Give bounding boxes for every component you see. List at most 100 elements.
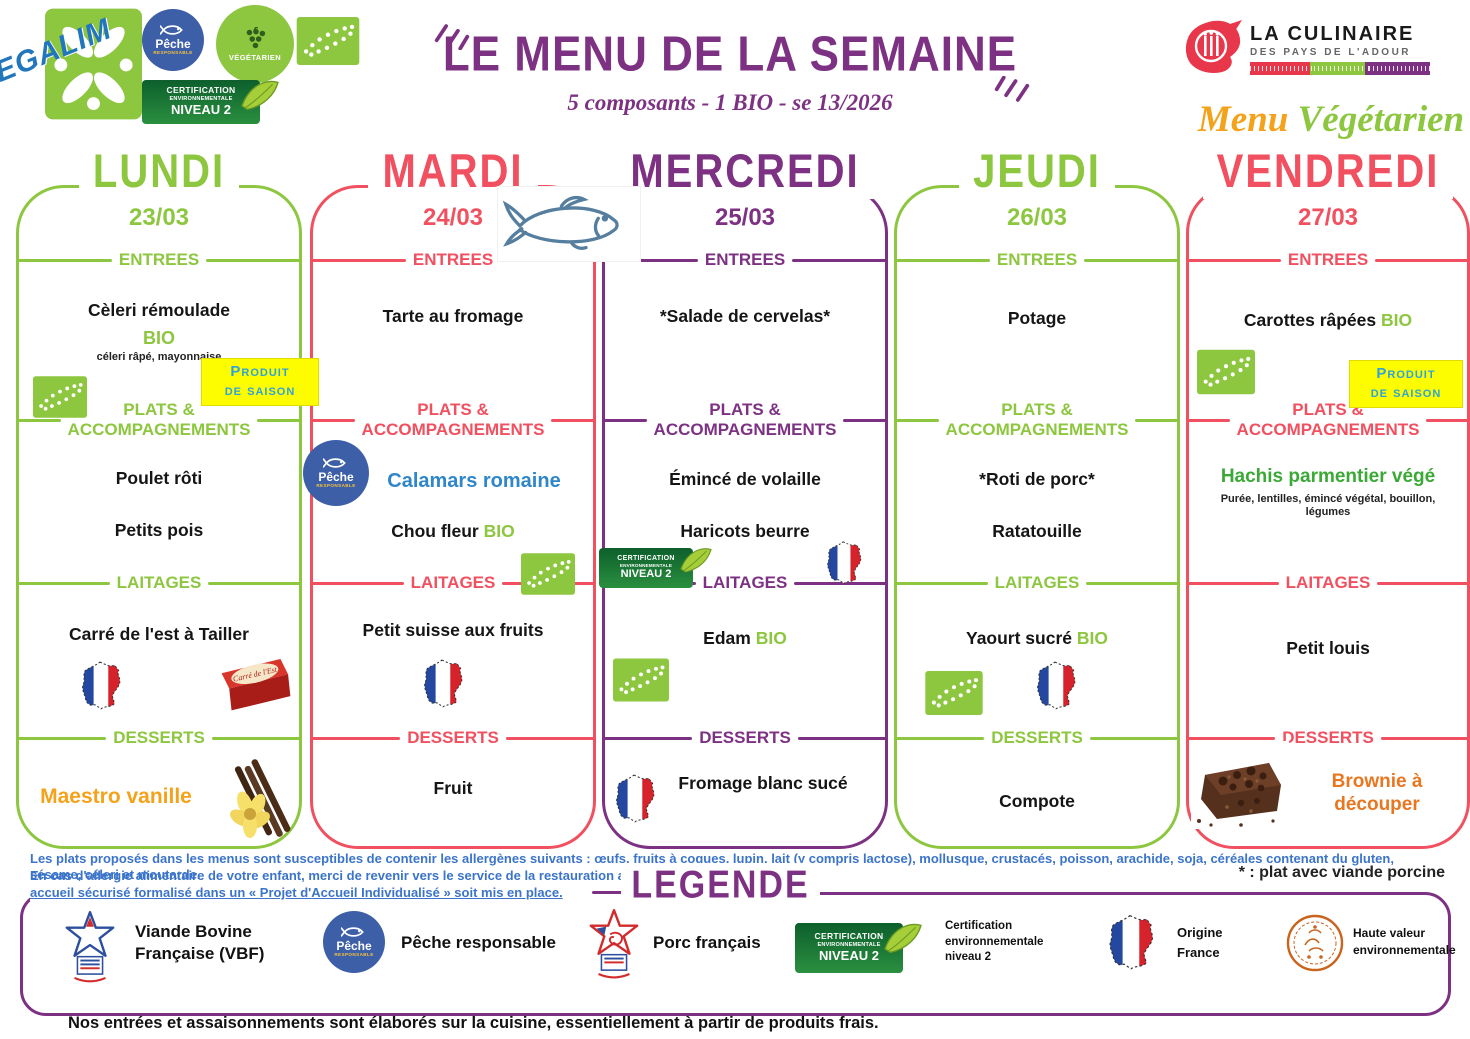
day-title: MERCREDI [605, 145, 885, 200]
section-laitages: LAITAGES [1187, 573, 1469, 593]
allergen-note-line1: Les plats proposés dans les menus sont s… [30, 851, 1394, 883]
bio-eu-leaf-icon [521, 553, 575, 595]
cheese-box-image [213, 652, 293, 718]
day-column-mercredi: MERCREDI 25/03 ENTREES *Salade de cervel… [599, 145, 888, 849]
section-desserts: DESSERTS [311, 728, 596, 748]
page-subtitle: 5 composants - 1 BIO - se 13/2026 [567, 90, 893, 115]
menu-item-plat: Haricots beurre [680, 521, 810, 541]
legend-label-certification: Certification environnementale niveau 2 [945, 920, 1044, 964]
legend-label-origine-france: Origine France [1177, 925, 1223, 960]
legend-label-vbf: Viande Bovine Française (VBF) [135, 922, 265, 964]
day-date: 24/03 [422, 204, 484, 231]
day-column-lundi: LUNDI 23/03 ENTREES Cèleri rémoulade BIO… [16, 145, 319, 849]
menu-item-note: céleri râpé, mayonnaise [96, 351, 222, 363]
day-title: LUNDI [19, 145, 299, 200]
menu-item-entree: Potage [1007, 308, 1067, 328]
menu-item-dessert: Maestro vanille [40, 785, 192, 808]
day-column-jeudi: JEUDI 26/03 ENTREES Potage PLATS & ACCOMP… [894, 145, 1180, 849]
leaf-icon [883, 920, 923, 956]
menu-item-plat: Ratatouille [992, 521, 1082, 541]
origine-france-icon [1033, 660, 1079, 714]
grapes-icon [241, 27, 269, 51]
fish-illustration [497, 186, 641, 262]
section-desserts: DESSERTS [895, 728, 1180, 748]
cert-line3: NIVEAU 2 [171, 101, 231, 117]
day-column-mardi: MARDI 24/03 ENTREES Tarte au fromage PLA… [303, 145, 596, 849]
menu-vegetarien-label: Menu Végétarien [1197, 99, 1465, 140]
brand-color-bar [1250, 62, 1430, 75]
cert-line2: ENVIRONNEMENTALE [169, 96, 233, 103]
peche-logo-subtext: RESPONSABLE [153, 50, 193, 56]
menu-item-laitage: Carré de l'est à Tailler [69, 624, 249, 644]
origine-france-icon [611, 773, 659, 827]
day-date: 23/03 [128, 204, 190, 231]
menu-item-dessert: Brownie à découper [1331, 771, 1423, 815]
fish-icon [323, 456, 349, 470]
menu-item-entree: Cèleri rémoulade [88, 300, 230, 320]
decorative-ticks-left [432, 14, 472, 50]
bottom-note: Nos entrées et assaisonnements sont élab… [68, 1014, 879, 1032]
hve-icon [1285, 913, 1345, 973]
legende-title: LEGENDE [618, 863, 823, 908]
menu-item-laitage: Yaourt sucré BIO [965, 628, 1109, 648]
peche-logo-text: Pêche [155, 37, 191, 52]
section-laitages: LAITAGES [17, 573, 301, 593]
porc-francais-icon [585, 909, 643, 981]
origine-france-icon [77, 660, 125, 714]
la-culinaire-logo-text: LA CULINAIRE DES PAYS DE L'ADOUR [1250, 24, 1430, 75]
bio-eu-leaf-icon [613, 658, 669, 702]
menu-item-laitage: Petit louis [1286, 638, 1370, 658]
decorative-ticks-right [992, 76, 1032, 112]
leaf-icon [240, 77, 280, 113]
eu-organic-icon [296, 17, 360, 65]
day-column-vendredi: VENDREDI 27/03 ENTREES Carottes râpées B… [1186, 145, 1470, 849]
section-desserts: DESSERTS [603, 728, 888, 748]
section-entrees: ENTREES [17, 250, 302, 270]
vbf-icon [61, 911, 119, 983]
bio-eu-leaf-icon [33, 375, 87, 419]
fish-icon [341, 925, 367, 939]
brand-name: LA CULINAIRE [1250, 23, 1415, 45]
peche-responsable-logo: Pêche RESPONSABLE [323, 911, 385, 973]
bio-eu-leaf-icon [925, 671, 983, 715]
section-desserts: DESSERTS [17, 728, 302, 748]
produit-de-saison-badge: Produit de saison [1349, 360, 1463, 408]
section-desserts: DESSERTS [1187, 728, 1470, 748]
certification-niveau2-badge: CERTIFICATION ENVIRONNEMENTALE NIVEAU 2 [142, 80, 260, 124]
menu-item-entree: Carottes râpées BIO [1243, 310, 1413, 330]
porcine-note: * : plat avec viande porcine [1238, 864, 1445, 881]
menu-item-laitage: Petit suisse aux fruits [362, 620, 544, 640]
menu-item-dessert: Fruit [433, 778, 473, 798]
page-title: LE MENU DE LA SEMAINE [442, 27, 1018, 82]
legend-label-porc: Porc français [653, 933, 761, 952]
menu-item-note: Purée, lentilles, émincé végétal, bouill… [1220, 493, 1436, 519]
menu-item-dessert: Compote [999, 791, 1075, 811]
day-date: 26/03 [1006, 204, 1068, 231]
produit-de-saison-badge: Produit de saison [201, 358, 319, 406]
allergen-note-line2: En cas d'allergie alimentaire de votre e… [30, 868, 680, 883]
bio-eu-leaf-icon [1197, 348, 1255, 396]
section-plats: PLATS & ACCOMPAGNEMENTS [17, 400, 302, 441]
brownie-image [1191, 741, 1289, 829]
section-entrees: ENTREES [895, 250, 1180, 270]
bio-label: BIO [1076, 628, 1109, 648]
menu-item-plat: Chou fleur BIO [391, 521, 515, 541]
day-title: VENDREDI [1189, 145, 1467, 200]
fish-icon [501, 190, 637, 258]
fish-icon [160, 23, 186, 37]
menu-item-dessert: Fromage blanc sucé [678, 773, 848, 793]
vanilla-image [221, 754, 307, 844]
legend-box: Viande Bovine Française (VBF) Pêche RESP… [20, 892, 1456, 1016]
vegetarien-badge: VÉGÉTARIEN [216, 5, 294, 83]
section-plats: PLATS & ACCOMPAGNEMENTS [603, 400, 888, 441]
section-entrees: ENTREES [1187, 250, 1470, 270]
leaf-icon [679, 545, 713, 575]
menu-item-laitage: Edam BIO [703, 628, 787, 648]
bio-label: BIO [755, 628, 787, 648]
origine-france-icon [419, 658, 467, 712]
section-plats: PLATS & ACCOMPAGNEMENTS [311, 400, 596, 441]
bio-label: BIO [142, 328, 175, 348]
legend-label-peche: Pêche responsable [401, 933, 556, 952]
cert-line1: CERTIFICATION [166, 85, 236, 96]
